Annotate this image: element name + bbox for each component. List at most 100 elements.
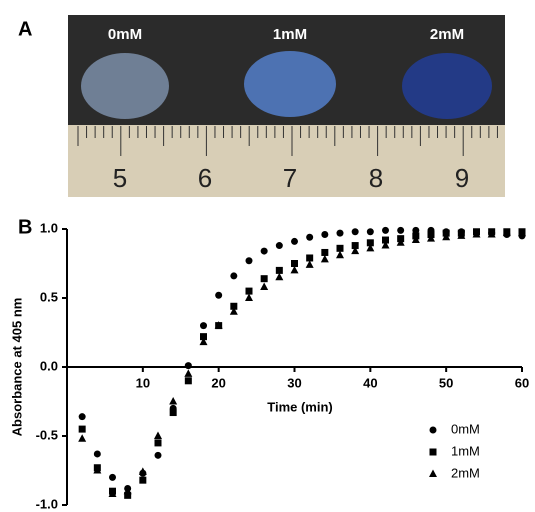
- marker: [93, 450, 101, 458]
- marker: [336, 229, 344, 237]
- marker: [336, 244, 344, 252]
- x-tick-label: 50: [439, 375, 453, 390]
- marker: [502, 228, 511, 237]
- x-tick-label: 20: [211, 375, 225, 390]
- marker: [306, 233, 314, 241]
- marker: [291, 237, 298, 245]
- marker: [382, 226, 389, 234]
- marker: [200, 333, 207, 341]
- marker: [290, 265, 299, 274]
- marker: [427, 234, 435, 242]
- marker: [169, 397, 178, 405]
- y-tick-label: -0.5: [36, 427, 58, 442]
- y-tick-label: 0.0: [40, 358, 58, 373]
- panel-label: B: [18, 216, 32, 238]
- marker: [78, 425, 86, 433]
- drop: [81, 53, 169, 119]
- marker: [518, 228, 526, 237]
- marker: [230, 272, 238, 280]
- marker: [321, 231, 329, 239]
- marker: [275, 272, 284, 281]
- marker: [138, 467, 147, 475]
- marker: [230, 302, 238, 310]
- ruler-ticks: [77, 126, 498, 156]
- marker: [245, 257, 253, 265]
- marker: [457, 231, 466, 239]
- marker: [245, 287, 253, 295]
- marker: [260, 282, 269, 290]
- drop: [244, 51, 336, 117]
- marker: [214, 321, 223, 329]
- marker: [154, 431, 162, 439]
- marker: [108, 489, 117, 497]
- marker: [351, 242, 359, 250]
- marker: [184, 369, 193, 377]
- drop-label: 0mM: [108, 26, 142, 43]
- marker: [184, 362, 192, 370]
- marker: [93, 466, 102, 474]
- marker: [260, 275, 268, 283]
- y-tick-label: 0.5: [40, 289, 58, 304]
- marker: [245, 293, 253, 301]
- y-tick-label: 1.0: [40, 220, 58, 235]
- marker: [78, 413, 86, 421]
- marker: [351, 246, 360, 255]
- marker: [366, 228, 374, 236]
- ruler-number: 6: [198, 163, 212, 193]
- marker: [487, 230, 496, 238]
- marker: [382, 236, 389, 244]
- legend-marker: [429, 448, 437, 456]
- marker: [275, 266, 283, 274]
- marker: [123, 486, 132, 495]
- marker: [215, 291, 223, 299]
- marker: [320, 254, 329, 263]
- marker: [154, 439, 162, 447]
- ruler-number: 9: [455, 163, 469, 193]
- marker: [305, 260, 314, 268]
- y-axis-label: Absorbance at 405 nm: [9, 298, 24, 437]
- photo: [68, 15, 505, 197]
- marker: [472, 230, 481, 238]
- ruler: [68, 125, 505, 197]
- marker: [199, 337, 208, 346]
- ruler-number: 8: [369, 163, 383, 193]
- marker: [139, 476, 147, 484]
- marker: [366, 243, 375, 252]
- legend-label: 2mM: [451, 465, 480, 480]
- ruler-number: 5: [113, 163, 127, 193]
- drop: [402, 53, 492, 119]
- marker: [291, 260, 298, 267]
- drop-label: 1mM: [273, 26, 307, 43]
- marker: [336, 250, 344, 259]
- marker: [412, 226, 420, 234]
- marker: [78, 434, 87, 442]
- marker: [351, 228, 359, 236]
- marker: [260, 247, 268, 255]
- x-tick-label: 30: [287, 375, 301, 390]
- marker: [200, 322, 207, 330]
- marker: [306, 254, 314, 262]
- legend-label: 1mM: [451, 443, 480, 458]
- y-tick-label: -1.0: [36, 496, 58, 511]
- ruler-number: 7: [283, 163, 297, 193]
- legend-marker: [429, 426, 437, 434]
- marker: [229, 307, 238, 315]
- panel-label: A: [18, 18, 32, 40]
- marker: [397, 226, 405, 234]
- marker: [411, 235, 420, 244]
- marker: [169, 409, 177, 417]
- marker: [275, 242, 283, 250]
- x-tick-label: 10: [136, 375, 150, 390]
- x-tick-label: 60: [515, 375, 529, 390]
- marker: [366, 239, 374, 247]
- legend-label: 0mM: [451, 421, 480, 436]
- drop-label: 2mM: [430, 26, 464, 43]
- marker: [381, 241, 390, 249]
- marker: [396, 238, 405, 246]
- marker: [184, 377, 192, 385]
- marker: [442, 232, 451, 241]
- marker: [124, 491, 132, 499]
- x-tick-label: 40: [363, 375, 377, 390]
- marker: [321, 248, 329, 256]
